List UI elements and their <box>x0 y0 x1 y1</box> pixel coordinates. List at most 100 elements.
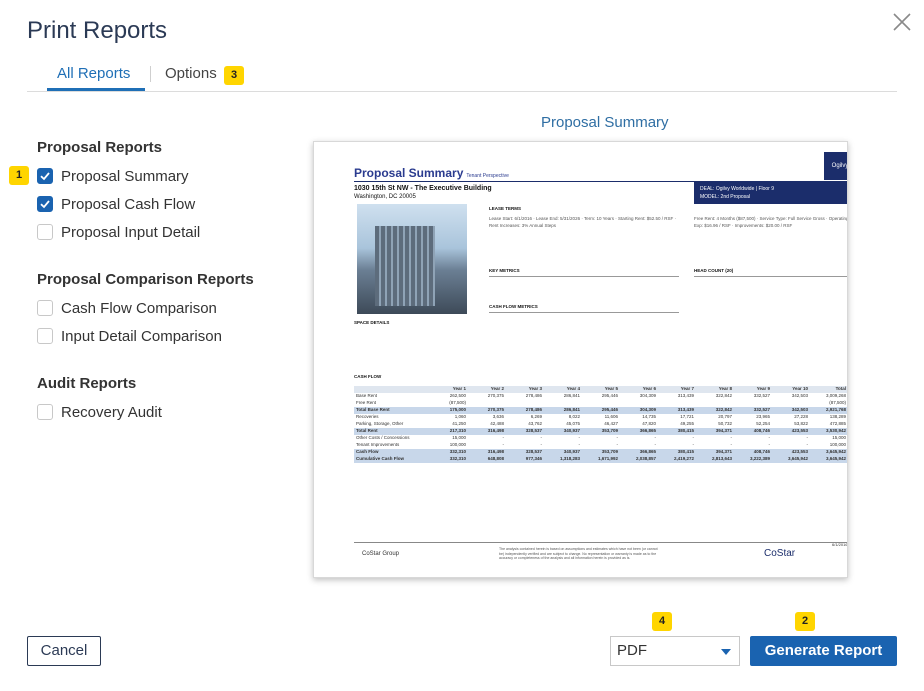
callout-badge-2: 2 <box>795 612 815 631</box>
tab-all-reports[interactable]: All Reports <box>57 65 131 82</box>
table-cell: Other Costs / Concessions <box>356 435 410 440</box>
table-cell: 332,310 <box>449 456 466 461</box>
checkbox-unchecked-icon[interactable] <box>37 328 53 344</box>
table-cell: Free Rent <box>356 400 377 405</box>
table-cell: 175,000 <box>449 407 466 412</box>
table-cell: - <box>502 442 505 447</box>
table-cell: 50,732 <box>718 421 732 426</box>
table-cell: 353,709 <box>601 428 618 433</box>
chevron-down-icon[interactable] <box>721 649 731 655</box>
table-cell: 408,746 <box>753 428 770 433</box>
table-cell: 340,937 <box>563 449 580 454</box>
table-cell: Cash Flow <box>356 449 379 454</box>
table-cell: 380,415 <box>677 428 694 433</box>
table-cell: - <box>692 442 695 447</box>
table-cell: 270,375 <box>487 407 504 412</box>
table-cell: Year 10 <box>792 386 808 391</box>
table-cell: 295,446 <box>601 407 618 412</box>
table-cell: 1,318,283 <box>559 456 580 461</box>
table-cell: 313,439 <box>677 407 694 412</box>
preview-cash-flow-heading: CASH FLOW <box>354 374 382 379</box>
table-cell: 6,269 <box>530 414 542 419</box>
table-cell: Year 6 <box>642 386 656 391</box>
table-cell: Total <box>835 386 846 391</box>
table-cell: 1,671,992 <box>597 456 618 461</box>
table-cell: 15,000 <box>832 435 846 440</box>
table-cell: 3,009,268 <box>825 393 846 398</box>
table-cell: 14,735 <box>642 414 656 419</box>
table-cell: 342,503 <box>791 393 808 398</box>
table-cell <box>734 400 772 407</box>
table-cell: (87,500) <box>449 400 466 405</box>
table-cell: 138,289 <box>829 414 846 419</box>
close-icon[interactable] <box>890 10 914 34</box>
preview-date: 6/1/2016 <box>832 542 848 547</box>
table-cell: 17,721 <box>680 414 694 419</box>
table-cell: 8,022 <box>568 414 580 419</box>
checkbox-label: Recovery Audit <box>61 403 162 421</box>
table-cell: - <box>768 442 771 447</box>
checkbox-label: Proposal Input Detail <box>61 223 201 241</box>
checkbox-label: Cash Flow Comparison <box>61 299 217 317</box>
table-cell: 3,645,942 <box>787 456 808 461</box>
checkbox-proposal-input-detail[interactable]: Proposal Input Detail <box>37 222 200 242</box>
table-cell: 332,527 <box>753 393 770 398</box>
table-cell: 52,254 <box>756 421 770 426</box>
table-cell: 316,498 <box>487 449 504 454</box>
table-cell: 2,813,643 <box>711 456 732 461</box>
generate-report-button[interactable]: Generate Report <box>750 636 897 666</box>
table-row: Recoveries 1,060 3,636 6,269 8,022 11,606 14,7… <box>354 414 847 421</box>
table-cell: 278,486 <box>525 393 542 398</box>
preview-lease-terms-heading: LEASE TERMS <box>489 206 522 211</box>
table-cell: (87,500) <box>829 400 846 405</box>
checkbox-unchecked-icon[interactable] <box>37 404 53 420</box>
format-select[interactable]: PDF <box>610 636 740 666</box>
building-photo <box>357 204 467 314</box>
preview-space-details-heading: SPACE DETAILS <box>354 320 390 325</box>
table-cell: 366,865 <box>639 428 656 433</box>
table-cell: 316,498 <box>487 428 504 433</box>
preview-title: Proposal Summary <box>541 114 669 131</box>
table-cell: 423,553 <box>791 428 808 433</box>
table-cell: 11,606 <box>604 414 618 419</box>
table-cell: Year 5 <box>604 386 618 391</box>
table-cell: - <box>806 435 809 440</box>
checkbox-proposal-cash-flow[interactable]: Proposal Cash Flow <box>37 194 195 214</box>
checkbox-input-detail-comparison[interactable]: Input Detail Comparison <box>37 326 222 346</box>
table-cell: - <box>654 442 657 447</box>
table-cell: - <box>616 442 619 447</box>
preview-divider <box>489 276 679 277</box>
checkbox-checked-icon[interactable] <box>37 168 53 184</box>
table-cell: Year 1 <box>452 386 466 391</box>
checkbox-recovery-audit[interactable]: Recovery Audit <box>37 402 162 422</box>
table-cell: 43,762 <box>528 421 542 426</box>
checkbox-label: Proposal Cash Flow <box>61 195 196 213</box>
checkbox-unchecked-icon[interactable] <box>37 224 53 240</box>
checkbox-label: Proposal Summary <box>61 167 189 185</box>
checkbox-cash-flow-comparison[interactable]: Cash Flow Comparison <box>37 298 217 318</box>
checkbox-checked-icon[interactable] <box>37 196 53 212</box>
table-cell: Total Rent <box>356 428 378 433</box>
section-heading-proposal-reports: Proposal Reports <box>37 139 163 156</box>
checkbox-proposal-summary[interactable]: Proposal Summary <box>37 166 189 186</box>
table-cell: 332,527 <box>753 407 770 412</box>
tenant-logo: Ogilvy <box>824 152 847 180</box>
preview-address: 1030 15th St NW - The Executive Building <box>354 185 492 192</box>
preview-right-terms: Free Rent: 4 Months ($87,500) · Service … <box>694 216 848 228</box>
table-cell: 20,797 <box>718 414 732 419</box>
table-cell: Base Rent <box>356 393 378 398</box>
table-cell: Tenant Improvements <box>356 442 400 447</box>
table-cell: - <box>730 442 733 447</box>
table-cell: 278,486 <box>525 407 542 412</box>
preview-footer-rule <box>354 542 847 543</box>
preview-deal: DEAL: Ogilvy Worldwide | Floor 9 <box>700 186 775 192</box>
cancel-button[interactable]: Cancel <box>27 636 101 666</box>
preview-deal-box: DEAL: Ogilvy Worldwide | Floor 9 MODEL: … <box>694 182 847 204</box>
checkbox-unchecked-icon[interactable] <box>37 300 53 316</box>
table-cell <box>582 400 620 407</box>
table-row: Other Costs / Concessions 15,000 - - - - - - - - -… <box>354 435 847 442</box>
tab-options[interactable]: Options <box>165 65 217 82</box>
table-cell: - <box>616 435 619 440</box>
table-cell <box>354 386 430 393</box>
table-cell: - <box>578 442 581 447</box>
